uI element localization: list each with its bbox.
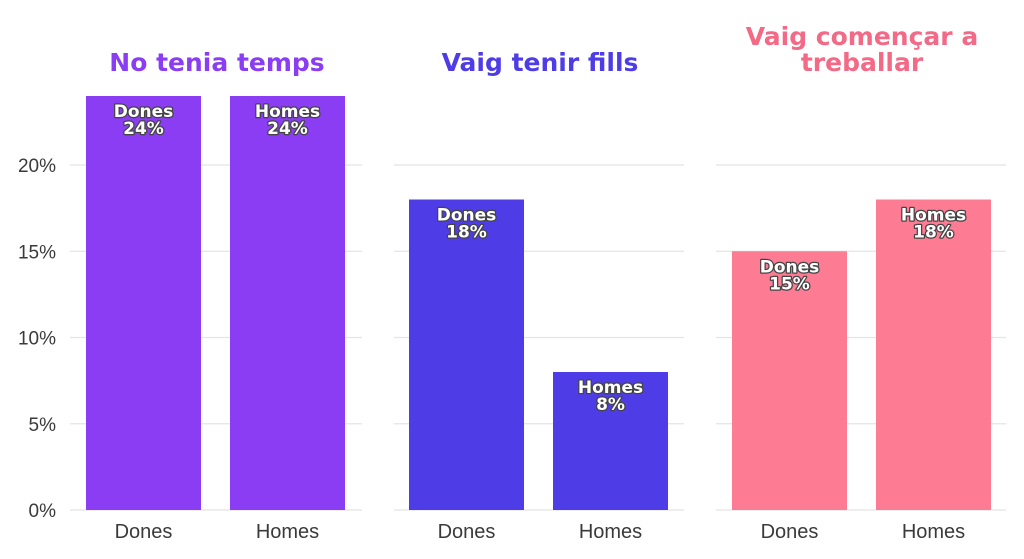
bar-value-label-p2-1-1: 18% [913,223,954,243]
y-tick-label-2: 10% [18,329,56,350]
bar-p0-dones [86,96,201,510]
bars [86,96,991,510]
bar-p2-homes [876,199,991,510]
category-label-p0-1: Homes [256,521,319,543]
bar-value-label-p0-1-1: 24% [267,119,308,139]
y-tick-label-1: 5% [29,415,57,436]
bar-p0-homes [230,96,345,510]
y-tick-label-3: 15% [18,242,56,263]
bar-value-label-p1-1-1: 8% [596,395,625,415]
labels: No tenia tempsDonesDones24%HomesHomes24%… [109,22,978,543]
bar-value-label-p0-0-1: 24% [123,119,164,139]
grid-layer [70,164,1006,511]
bar-value-label-p0-0-0: Dones [114,102,174,122]
panel-title-2-line-0: Vaig començar a [746,22,978,51]
bar-p2-dones [732,251,847,510]
category-label-p1-0: Dones [438,521,496,543]
bar-value-label-p2-0-0: Dones [760,257,820,277]
panel-title-0: No tenia temps [109,48,324,77]
panel-title-1: Vaig tenir fills [442,48,639,77]
bar-value-label-p0-1-0: Homes [255,102,320,122]
y-tick-label-4: 20% [18,156,56,177]
bar-value-label-p2-0-1: 15% [769,274,810,294]
bar-p1-dones [409,199,524,510]
bar-value-label-p1-0-1: 18% [446,223,487,243]
panel-title-2-line-1: treballar [801,48,924,77]
bar-value-label-p1-0-0: Dones [437,206,497,226]
y-tick-label-0: 0% [29,501,57,522]
bar-p1-homes [553,372,668,510]
y-axis: 0% 5% 10% 15% 20% [18,156,56,522]
category-label-p1-1: Homes [579,521,642,543]
bar-value-label-p1-1-0: Homes [578,378,643,398]
bar-value-label-p2-1-0: Homes [901,206,966,226]
category-label-p2-0: Dones [761,521,819,543]
category-label-p0-0: Dones [115,521,173,543]
category-label-p2-1: Homes [902,521,965,543]
